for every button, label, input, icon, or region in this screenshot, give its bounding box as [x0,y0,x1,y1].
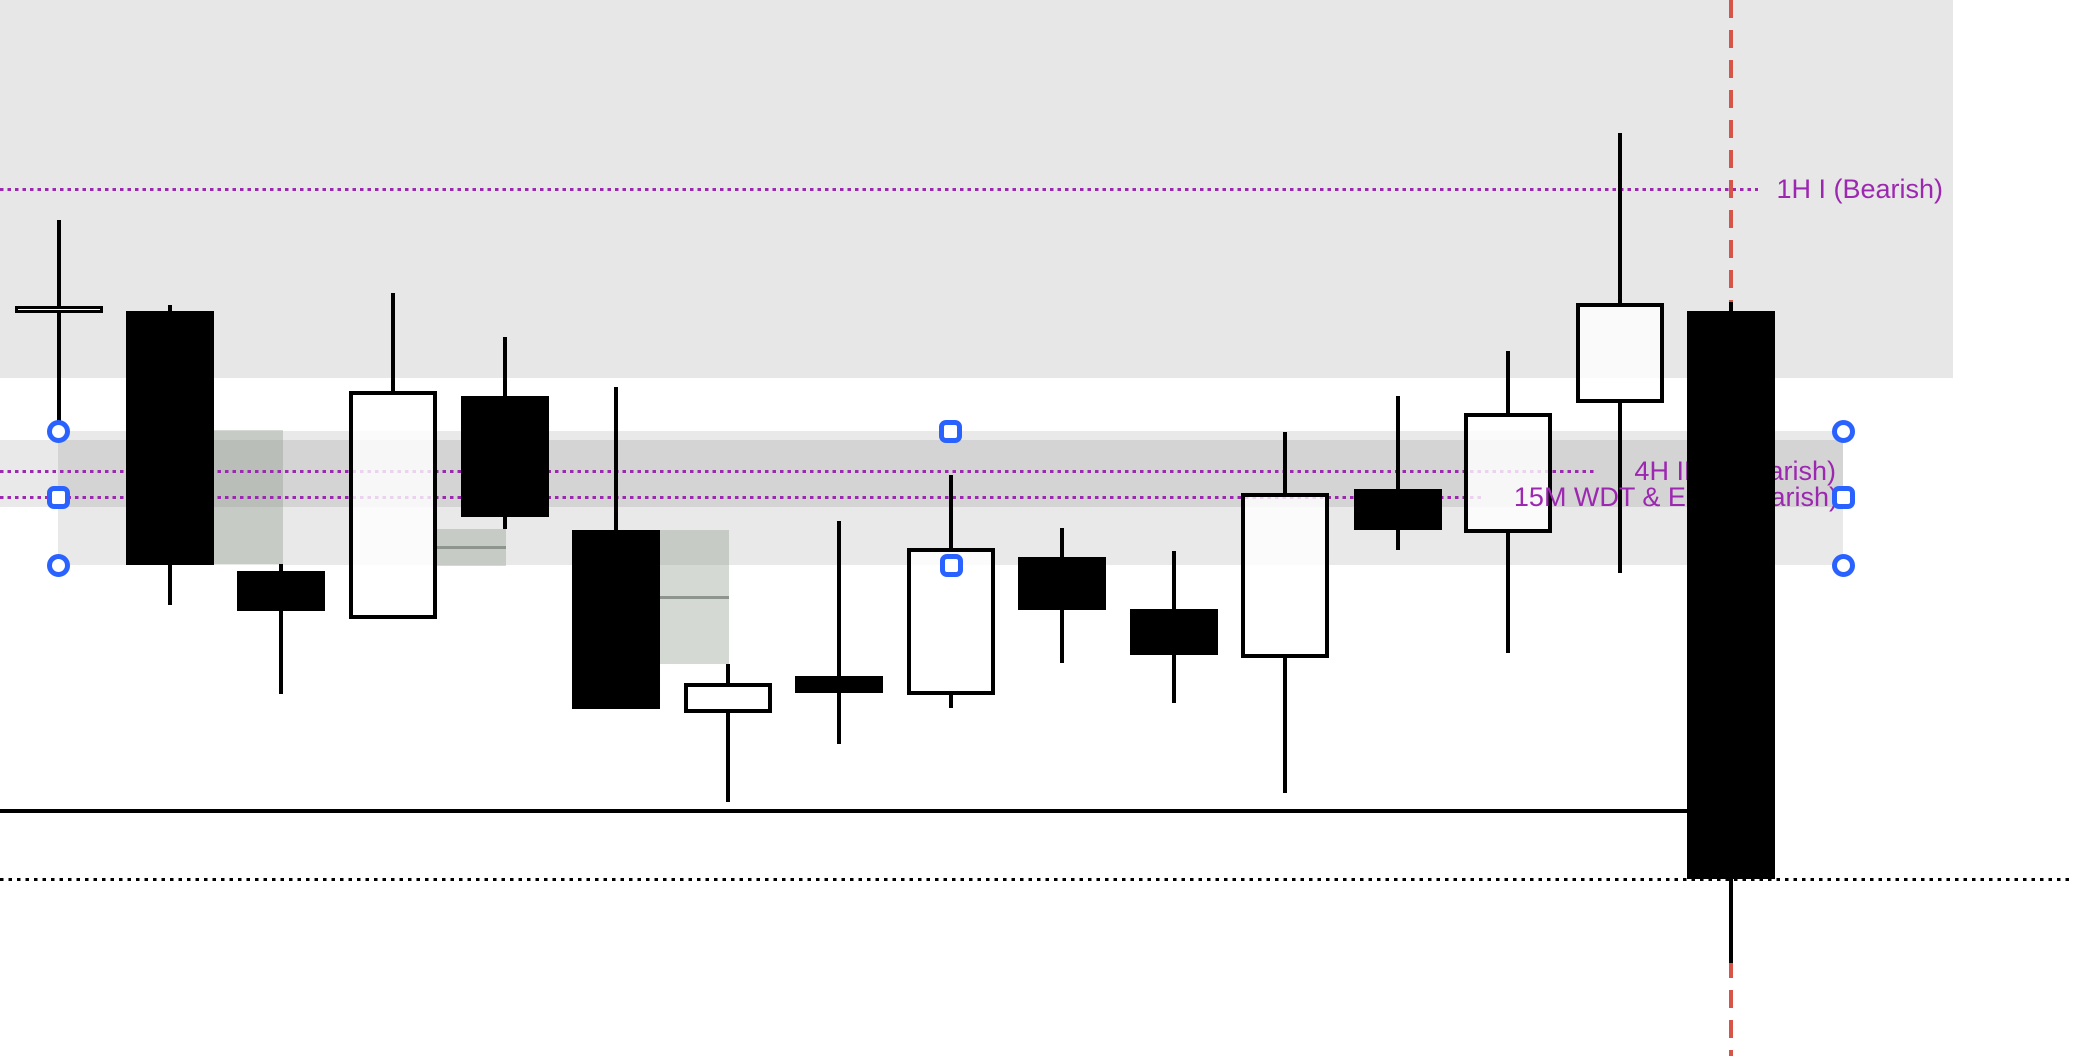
candle-lower-wick [1396,530,1400,550]
candle-lower-wick [726,713,730,802]
candle-lower-wick [1172,655,1176,703]
candle-lower-wick [1506,533,1510,653]
candle-upper-wick [1060,528,1064,557]
order-block-midline [660,596,729,599]
candle-lower-wick [503,517,507,529]
candle-upper-wick [168,305,172,311]
candle-body-bullish [1464,413,1552,533]
candle-body-bullish [1576,303,1664,403]
candle-body-bearish [795,676,883,693]
selection-handle-circle[interactable] [1832,420,1855,443]
candle-upper-wick [1396,396,1400,489]
candle-upper-wick [1172,551,1176,609]
candle-upper-wick [1283,432,1287,493]
selection-handle-square[interactable] [940,554,963,577]
candle-body-bullish [684,683,772,713]
selection-handle-circle[interactable] [47,554,70,577]
candle-upper-wick [1729,302,1733,311]
candle-body-bullish [1241,493,1329,658]
candle-body-bearish [1354,489,1442,530]
candle-lower-wick [168,565,172,605]
candle-upper-wick [391,293,395,391]
candle-body-doji [15,306,103,313]
candle-body-bearish [237,571,325,611]
selection-handle-circle[interactable] [1832,554,1855,577]
candle-upper-wick [503,337,507,396]
candle-upper-wick [949,475,953,548]
selection-handle-square[interactable] [939,420,962,443]
order-block-midline [437,546,506,549]
candle-body-bearish [461,396,549,517]
alert-line-dotted[interactable] [0,470,1597,473]
candle-upper-wick [57,220,61,306]
candle-body-bearish [1130,609,1218,655]
alert-line-dotted[interactable] [0,496,1483,499]
candle-lower-wick [279,611,283,694]
alert-line-dotted[interactable] [0,188,1758,191]
dotted-horizontal-line[interactable] [0,878,2074,881]
candle-body-bearish [1018,557,1106,610]
alert-line-label: 1H I (Bearish) [1776,174,1943,204]
candle-lower-wick [1729,879,1733,963]
candle-upper-wick [1618,133,1622,303]
candle-lower-wick [1283,658,1287,793]
candle-body-bullish [349,391,437,619]
candle-upper-wick [726,664,730,683]
candle-lower-wick [837,693,841,744]
candle-lower-wick [949,695,953,708]
candle-upper-wick [1506,351,1510,413]
candle-lower-wick [57,313,61,425]
solid-horizontal-line[interactable] [0,809,1687,813]
candle-body-bearish [126,311,214,565]
candle-upper-wick [279,564,283,571]
candle-body-bearish [1687,311,1775,879]
candle-body-bearish [572,530,660,709]
candle-upper-wick [837,521,841,676]
selection-handle-square[interactable] [47,486,70,509]
candle-upper-wick [614,387,618,530]
selection-handle-circle[interactable] [47,420,70,443]
candle-lower-wick [1060,610,1064,663]
selection-handle-square[interactable] [1832,486,1855,509]
alert-line-label: 15M WDT & ERT (Bearish) [1513,482,1838,512]
candle-lower-wick [1618,403,1622,573]
